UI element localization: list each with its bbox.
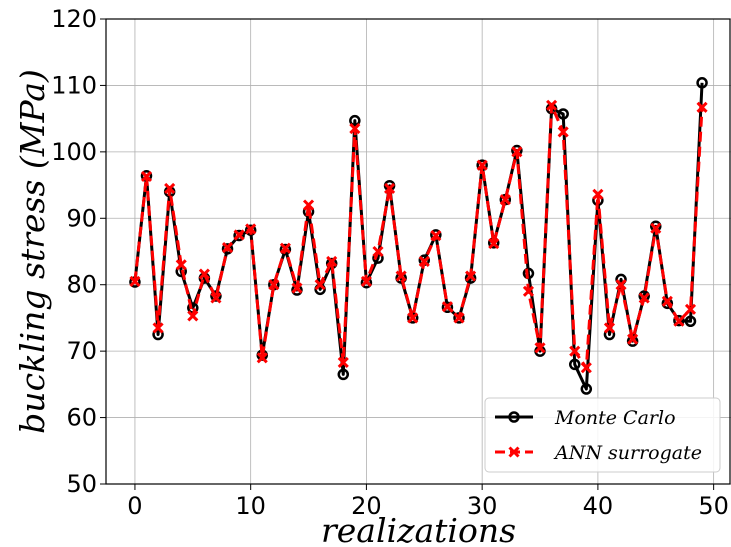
y-axis-label: buckling stress (MPa) <box>13 69 52 434</box>
data-point <box>418 255 430 268</box>
data-point <box>603 322 616 334</box>
data-point <box>661 295 673 307</box>
data-point <box>221 243 234 255</box>
data-point <box>187 310 199 322</box>
data-point <box>430 229 442 242</box>
data-point <box>453 312 465 324</box>
data-point <box>337 356 349 368</box>
data-point <box>511 146 523 158</box>
data-point <box>476 159 488 171</box>
data-point <box>129 275 141 287</box>
legend: Monte Carlo ANN surrogate <box>484 397 721 473</box>
data-point <box>650 222 662 234</box>
data-point <box>661 297 674 310</box>
legend-box <box>484 397 721 473</box>
series-line <box>133 82 704 391</box>
data-point <box>152 322 164 334</box>
series-ann-surrogate <box>129 99 708 374</box>
data-point <box>302 199 315 211</box>
data-point <box>696 77 708 89</box>
data-point <box>198 268 210 280</box>
x-tick-label: 40 <box>583 492 614 520</box>
series-line <box>133 103 704 370</box>
data-point <box>441 301 453 313</box>
x-tick-label: 0 <box>127 492 142 520</box>
axis-ticks: 0 10 20 30 40 50 50 60 70 80 90 100 110 120 <box>51 5 729 520</box>
data-point <box>684 303 697 315</box>
data-point <box>592 188 604 200</box>
data-point <box>291 282 303 294</box>
data-point <box>245 223 257 235</box>
data-point <box>488 237 500 250</box>
data-point <box>684 315 697 327</box>
data-point <box>349 123 361 135</box>
data-point <box>360 275 372 287</box>
data-point <box>175 259 187 271</box>
data-point <box>615 279 627 291</box>
data-point <box>314 279 326 291</box>
legend-marker <box>508 446 520 458</box>
data-point <box>152 328 164 341</box>
data-point <box>337 368 350 381</box>
data-point <box>465 270 477 282</box>
data-point <box>349 114 361 127</box>
x-axis-label: realizations <box>321 511 516 547</box>
data-point <box>233 229 245 241</box>
data-point <box>140 170 153 182</box>
data-point <box>499 194 511 206</box>
x-tick-label: 50 <box>698 492 729 520</box>
data-point <box>557 108 569 120</box>
data-point <box>569 345 581 357</box>
y-tick-label: 100 <box>51 138 97 166</box>
data-point <box>696 101 708 113</box>
y-tick-label: 120 <box>51 5 97 33</box>
data-point <box>673 315 685 327</box>
data-point <box>279 242 291 254</box>
data-point <box>441 301 454 314</box>
y-tick-label: 50 <box>66 470 97 498</box>
data-point <box>546 99 558 111</box>
data-point <box>557 126 569 138</box>
series-layer <box>129 77 708 395</box>
x-tick-label: 10 <box>235 492 266 520</box>
series-monte-carlo <box>129 77 708 395</box>
data-point <box>395 270 407 282</box>
data-point <box>407 312 419 324</box>
data-point <box>210 292 222 304</box>
y-tick-label: 60 <box>66 404 97 432</box>
y-tick-label: 110 <box>51 71 97 99</box>
data-point <box>279 243 292 256</box>
data-point <box>256 352 268 364</box>
data-point <box>534 342 546 354</box>
data-point <box>638 292 650 304</box>
data-point <box>175 265 187 278</box>
data-point <box>569 358 581 371</box>
data-point <box>603 328 616 341</box>
data-point <box>233 229 245 242</box>
data-point <box>580 362 592 374</box>
data-point <box>268 279 280 291</box>
data-point <box>372 245 384 258</box>
legend-entry: Monte Carlo <box>495 407 676 429</box>
data-point <box>522 285 535 297</box>
y-tick-label: 90 <box>66 204 97 232</box>
data-point <box>673 314 685 327</box>
x-tick-label: 20 <box>351 492 382 520</box>
data-point <box>580 383 593 395</box>
plot-frame <box>105 18 731 485</box>
legend-entry: ANN surrogate <box>495 442 702 464</box>
x-tick-label: 30 <box>467 492 498 520</box>
data-point <box>384 182 396 194</box>
legend-label: ANN surrogate <box>553 442 702 464</box>
data-point <box>164 182 176 194</box>
legend-label: Monte Carlo <box>554 407 676 429</box>
data-point <box>326 255 338 268</box>
legend-marker <box>508 411 520 423</box>
data-point <box>221 241 234 254</box>
y-tick-label: 70 <box>66 337 97 365</box>
data-point <box>627 333 639 345</box>
y-tick-label: 80 <box>66 271 97 299</box>
